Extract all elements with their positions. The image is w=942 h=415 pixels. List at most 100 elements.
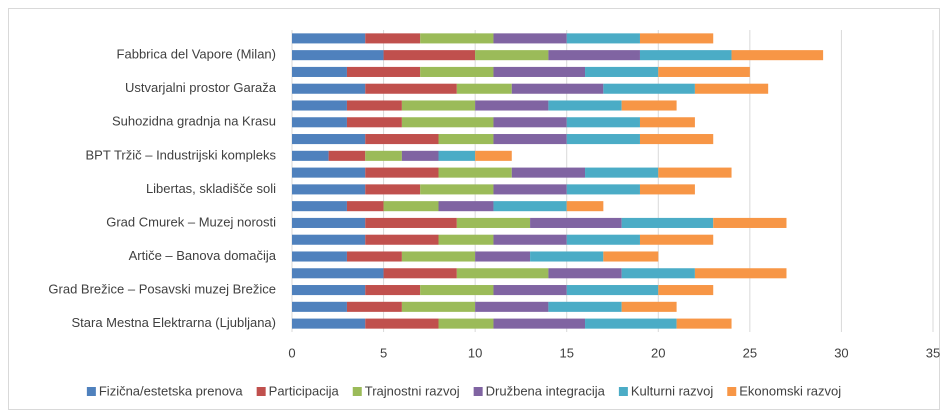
bar-segment: [731, 50, 824, 61]
bar-segment: [438, 167, 512, 178]
bar-segment: [292, 33, 366, 44]
bar-segment: [493, 66, 586, 77]
bar-segment: [420, 285, 494, 296]
bar-segment: [566, 184, 640, 195]
bar-segment: [292, 234, 366, 245]
bar-segment: [292, 83, 366, 94]
bar-segment: [456, 217, 531, 228]
bar-segment: [346, 201, 384, 212]
bar-segment: [292, 117, 347, 128]
bar-segment: [346, 66, 421, 77]
bar-segment: [383, 50, 476, 61]
bar-segment: [292, 100, 347, 111]
y-tick-label: BPT Tržič – Industrijski kompleks: [86, 147, 277, 162]
legend-label: Fizična/estetska prenova: [99, 383, 244, 398]
bar-segment: [438, 234, 494, 245]
legend-label: Družbena integracija: [486, 383, 606, 398]
bar-segment: [365, 134, 439, 145]
bar-segment: [438, 134, 494, 145]
bar-segment: [438, 201, 494, 212]
x-tick-label: 25: [743, 345, 757, 360]
bar-segment: [346, 251, 402, 262]
bar-segment: [493, 201, 567, 212]
bar-segment: [401, 100, 476, 111]
bar-segment: [383, 201, 439, 212]
bar-segment: [365, 217, 457, 228]
bar-segment: [292, 184, 366, 195]
bar-segment: [713, 217, 787, 228]
bar-segment: [493, 33, 567, 44]
bar-segment: [493, 234, 567, 245]
bar-segment: [475, 150, 512, 161]
bar-segment: [548, 50, 640, 61]
bar-segment: [585, 167, 659, 178]
bar-segment: [621, 100, 677, 111]
bar-segment: [292, 167, 366, 178]
bar-segment: [621, 301, 677, 312]
bar-segment: [676, 318, 732, 329]
bar-segment: [639, 117, 695, 128]
bar-segment: [658, 66, 750, 77]
bar-segment: [475, 100, 549, 111]
legend-swatch: [473, 387, 483, 396]
bar-segment: [365, 318, 439, 329]
bar-segment: [585, 66, 659, 77]
bar-segment: [694, 83, 769, 94]
bar-segment: [566, 201, 604, 212]
bar-segment: [456, 268, 549, 279]
bar-segment: [401, 251, 476, 262]
legend-label: Participacija: [269, 383, 340, 398]
bar-segment: [475, 251, 531, 262]
bar-segment: [566, 285, 659, 296]
bar-segment: [566, 134, 640, 145]
bar-segment: [566, 33, 640, 44]
y-tick-label: Libertas, skladišče soli: [146, 181, 276, 196]
y-tick-label: Stara Mestna Elektrarna (Ljubljana): [72, 315, 277, 330]
bar-segment: [365, 167, 439, 178]
bar-segment: [292, 285, 366, 296]
x-tick-label: 0: [288, 345, 295, 360]
bar-segment: [603, 251, 659, 262]
x-tick-label: 15: [559, 345, 573, 360]
bar-segment: [292, 150, 329, 161]
bar-segment: [603, 83, 695, 94]
y-tick-label: Artiče – Banova domačija: [129, 248, 277, 263]
bar-segment: [566, 117, 640, 128]
bar-segment: [365, 150, 402, 161]
bar-segment: [401, 301, 476, 312]
bar-segment: [548, 100, 622, 111]
legend-swatch: [352, 387, 362, 396]
bar-segment: [658, 167, 732, 178]
legend-label: Kulturni razvoj: [631, 383, 713, 398]
bar-segment: [420, 184, 494, 195]
legend-label: Trajnostni razvoj: [365, 383, 460, 398]
bar-segment: [639, 184, 695, 195]
bar-segment: [639, 234, 714, 245]
legend-label: Ekonomski razvoj: [739, 383, 841, 398]
bar-segment: [493, 285, 567, 296]
bar-segment: [346, 100, 402, 111]
bar-segment: [530, 217, 622, 228]
bar-segment: [493, 134, 567, 145]
bar-segment: [493, 117, 567, 128]
bar-segment: [401, 117, 494, 128]
bar-segment: [511, 167, 586, 178]
bar-segment: [548, 268, 622, 279]
bar-segment: [639, 33, 714, 44]
bar-segment: [548, 301, 622, 312]
y-tick-label: Suhozidna gradnja na Krasu: [112, 114, 276, 129]
bar-segment: [292, 318, 366, 329]
bar-segment: [292, 201, 347, 212]
bar-segment: [493, 184, 567, 195]
y-tick-label: Grad Cmurek – Muzej norosti: [106, 214, 276, 229]
bar-segment: [530, 251, 604, 262]
bar-segment: [456, 83, 512, 94]
x-tick-label: 35: [926, 345, 940, 360]
bar-segment: [639, 134, 714, 145]
bar-segment: [292, 66, 347, 77]
bar-segment: [365, 234, 439, 245]
y-tick-label: Grad Brežice – Posavski muzej Brežice: [48, 281, 276, 296]
legend-swatch: [727, 387, 737, 396]
x-tick-label: 5: [380, 345, 387, 360]
bar-segment: [438, 318, 494, 329]
